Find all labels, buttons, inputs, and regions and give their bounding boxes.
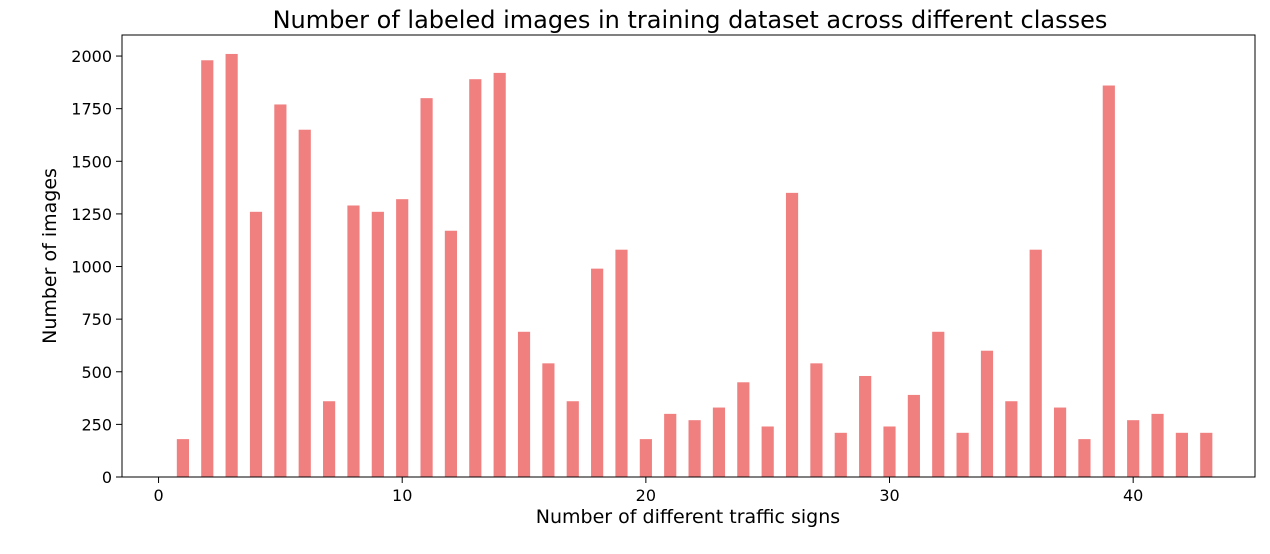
bar-class-22: [712, 407, 726, 477]
bar-class-4: [274, 104, 287, 478]
bar-class-2: [225, 53, 238, 477]
bar-class-14: [517, 331, 531, 477]
chart-title: Number of labeled images in training dat…: [273, 6, 1108, 34]
bar-class-32: [956, 432, 969, 477]
x-tick-label: 0: [153, 486, 163, 505]
y-axis-title: Number of images: [39, 168, 61, 344]
bar-class-38: [1102, 85, 1115, 477]
y-tick-label: 1000: [71, 258, 112, 277]
y-tick-label: 250: [81, 415, 112, 434]
bar-class-26: [810, 363, 823, 477]
bar-class-1: [201, 60, 214, 477]
bar-class-33: [980, 350, 994, 477]
bar-class-28: [859, 375, 872, 477]
y-tick-label: 2000: [71, 47, 112, 66]
bar-class-18: [615, 249, 628, 477]
bar-class-19: [639, 439, 652, 477]
bar-class-20: [664, 413, 677, 477]
bar-class-42: [1200, 432, 1213, 477]
bar-class-31: [932, 331, 945, 477]
plot-frame: [121, 34, 1256, 478]
bar-class-39: [1127, 420, 1140, 477]
bar-class-16: [566, 401, 579, 477]
y-tick-label: 750: [81, 310, 112, 329]
bar-class-36: [1053, 407, 1067, 477]
x-tick-label: 30: [879, 486, 899, 505]
bar-class-9: [396, 199, 409, 478]
bar-class-37: [1078, 439, 1091, 477]
bar-class-21: [688, 420, 701, 477]
bar-class-5: [298, 129, 311, 477]
bar-class-6: [323, 401, 336, 477]
bar-class-11: [444, 230, 458, 477]
bar-class-35: [1029, 249, 1042, 477]
bar-class-29: [883, 426, 896, 477]
bar-class-41: [1175, 432, 1188, 477]
y-axis: 0 250 500 750 1000 1250 1500 1750 2000: [71, 47, 122, 487]
bar-class-17: [591, 268, 604, 477]
bar-class-10: [420, 98, 433, 477]
bar-class-30: [907, 394, 920, 477]
bar-class-13: [493, 72, 506, 477]
y-tick-label: 500: [81, 363, 112, 382]
x-tick-label: 20: [636, 486, 656, 505]
y-tick-label: 1750: [71, 100, 112, 119]
bar-class-34: [1005, 401, 1018, 477]
y-tick-label: 1250: [71, 205, 112, 224]
bar-class-24: [761, 426, 774, 477]
bar-class-15: [542, 363, 555, 477]
y-tick-label: 1500: [71, 152, 112, 171]
x-tick-label: 10: [392, 486, 412, 505]
x-axis: 0 10 20 30 40: [153, 477, 1143, 505]
x-axis-title: Number of different traffic signs: [536, 506, 840, 528]
bar-class-8: [371, 211, 384, 478]
bar-class-7: [347, 205, 360, 478]
y-tick-label: 0: [102, 468, 112, 487]
bar-class-0: [176, 439, 189, 477]
bar-class-25: [785, 192, 799, 478]
bar-class-23: [737, 382, 750, 477]
bar-class-12: [469, 79, 482, 477]
x-tick-label: 40: [1123, 486, 1143, 505]
bar-class-40: [1151, 413, 1164, 477]
bar-class-3: [249, 211, 263, 478]
bars-layer: [176, 53, 1213, 478]
bar-class-27: [834, 432, 847, 477]
